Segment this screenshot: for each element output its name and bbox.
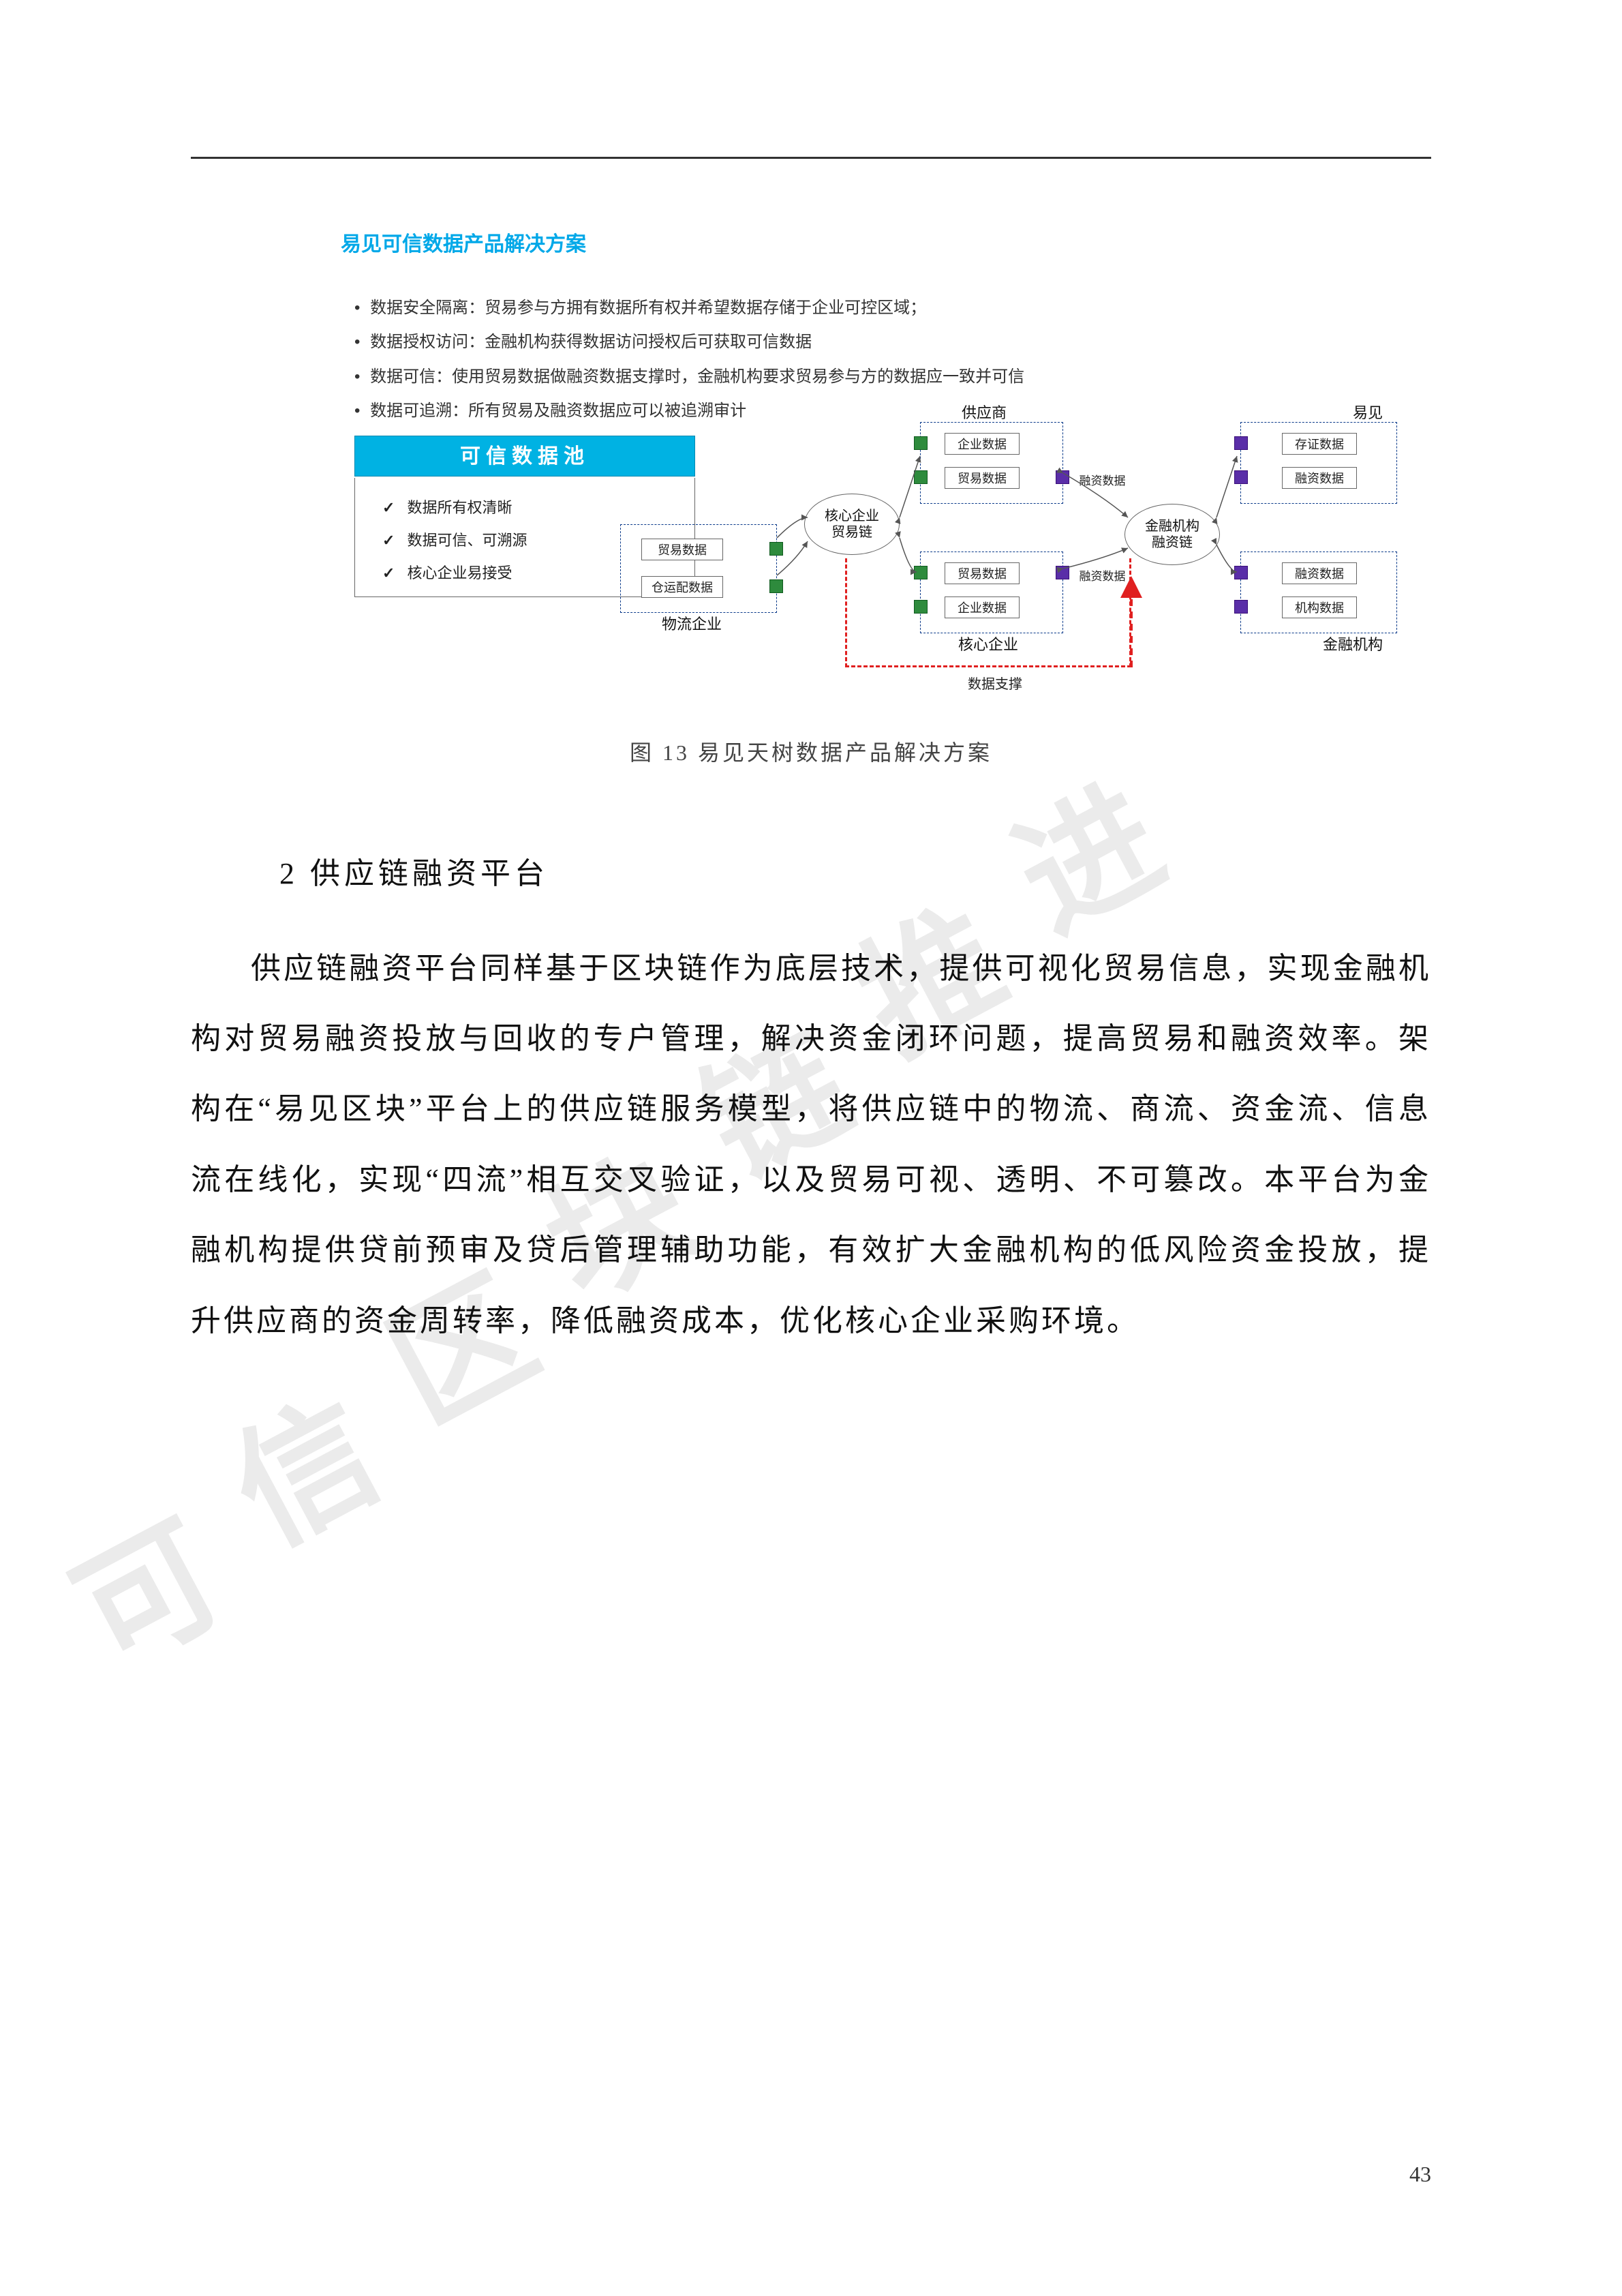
figure-caption: 图 13 易见天树数据产品解决方案 [191,736,1431,767]
oval-line: 金融机构 [1145,518,1199,534]
body-paragraph: 供应链融资平台同样基于区块链作为底层技术，提供可视化贸易信息，实现金融机构对贸易… [191,933,1431,1356]
pool-title-box: 可信数据池 [354,436,695,477]
data-box: 融资数据 [1282,562,1357,584]
section-heading: 2 供应链融资平台 [279,849,1431,892]
oval-trade-chain: 核心企业 贸易链 [804,494,900,555]
data-box: 贸易数据 [945,467,1020,489]
red-bracket [845,558,1131,667]
node-purple [1234,600,1248,614]
node-purple [1056,470,1069,484]
top-rule [191,157,1431,159]
data-box: 融资数据 [1282,467,1357,489]
oval-line: 贸易链 [831,524,872,541]
group-yijian: 易见 存证数据 融资数据 [1240,422,1397,504]
group-label: 供应商 [962,401,1007,423]
oval-line: 核心企业 [825,508,879,524]
node-green [914,470,928,484]
group-label: 易见 [1353,401,1383,423]
node-green [769,542,783,556]
watermark-char: 可 [37,1466,250,1704]
group-logistics: 物流企业 贸易数据 仓运配数据 [620,524,777,613]
group-label: 金融机构 [1323,633,1383,654]
diagram-title: 易见可信数据产品解决方案 [341,227,1431,257]
bullet-item: 数据授权访问：金融机构获得数据访问授权后可获取可信数据 [354,325,1431,359]
bullet-item: 数据可信：使用贸易数据做融资数据支撑时，金融机构要求贸易参与方的数据应一致并可信 [354,360,1431,394]
oval-finance-chain: 金融机构 融资链 [1124,504,1220,565]
node-purple [1234,566,1248,579]
node-green [769,579,783,593]
support-label: 数据支撑 [968,673,1022,693]
data-box: 企业数据 [945,433,1020,455]
link-label: 融资数据 [1070,470,1135,489]
solution-diagram: 可信数据池 数据所有权清晰 数据可信、可溯源 核心企业易接受 物流企业 贸易数据… [354,436,1418,695]
group-finance: 金融机构 融资数据 机构数据 [1240,552,1397,633]
node-purple [1234,436,1248,450]
oval-line: 融资链 [1152,534,1193,551]
diagram-bullets: 数据安全隔离：贸易参与方拥有数据所有权并希望数据存储于企业可控区域； 数据授权访… [354,291,1431,429]
watermark-char: 信 [194,1343,407,1582]
data-box: 存证数据 [1282,433,1357,455]
group-supplier: 供应商 企业数据 贸易数据 [920,422,1063,504]
pool-check: 数据所有权清晰 [382,492,667,524]
data-box: 仓运配数据 [641,576,723,598]
node-green [914,436,928,450]
group-label: 物流企业 [662,612,722,634]
node-purple [1234,470,1248,484]
page-number: 43 [1409,2162,1431,2187]
data-box: 贸易数据 [641,539,723,560]
data-box: 机构数据 [1282,596,1357,618]
bullet-item: 数据安全隔离：贸易参与方拥有数据所有权并希望数据存储于企业可控区域； [354,291,1431,325]
